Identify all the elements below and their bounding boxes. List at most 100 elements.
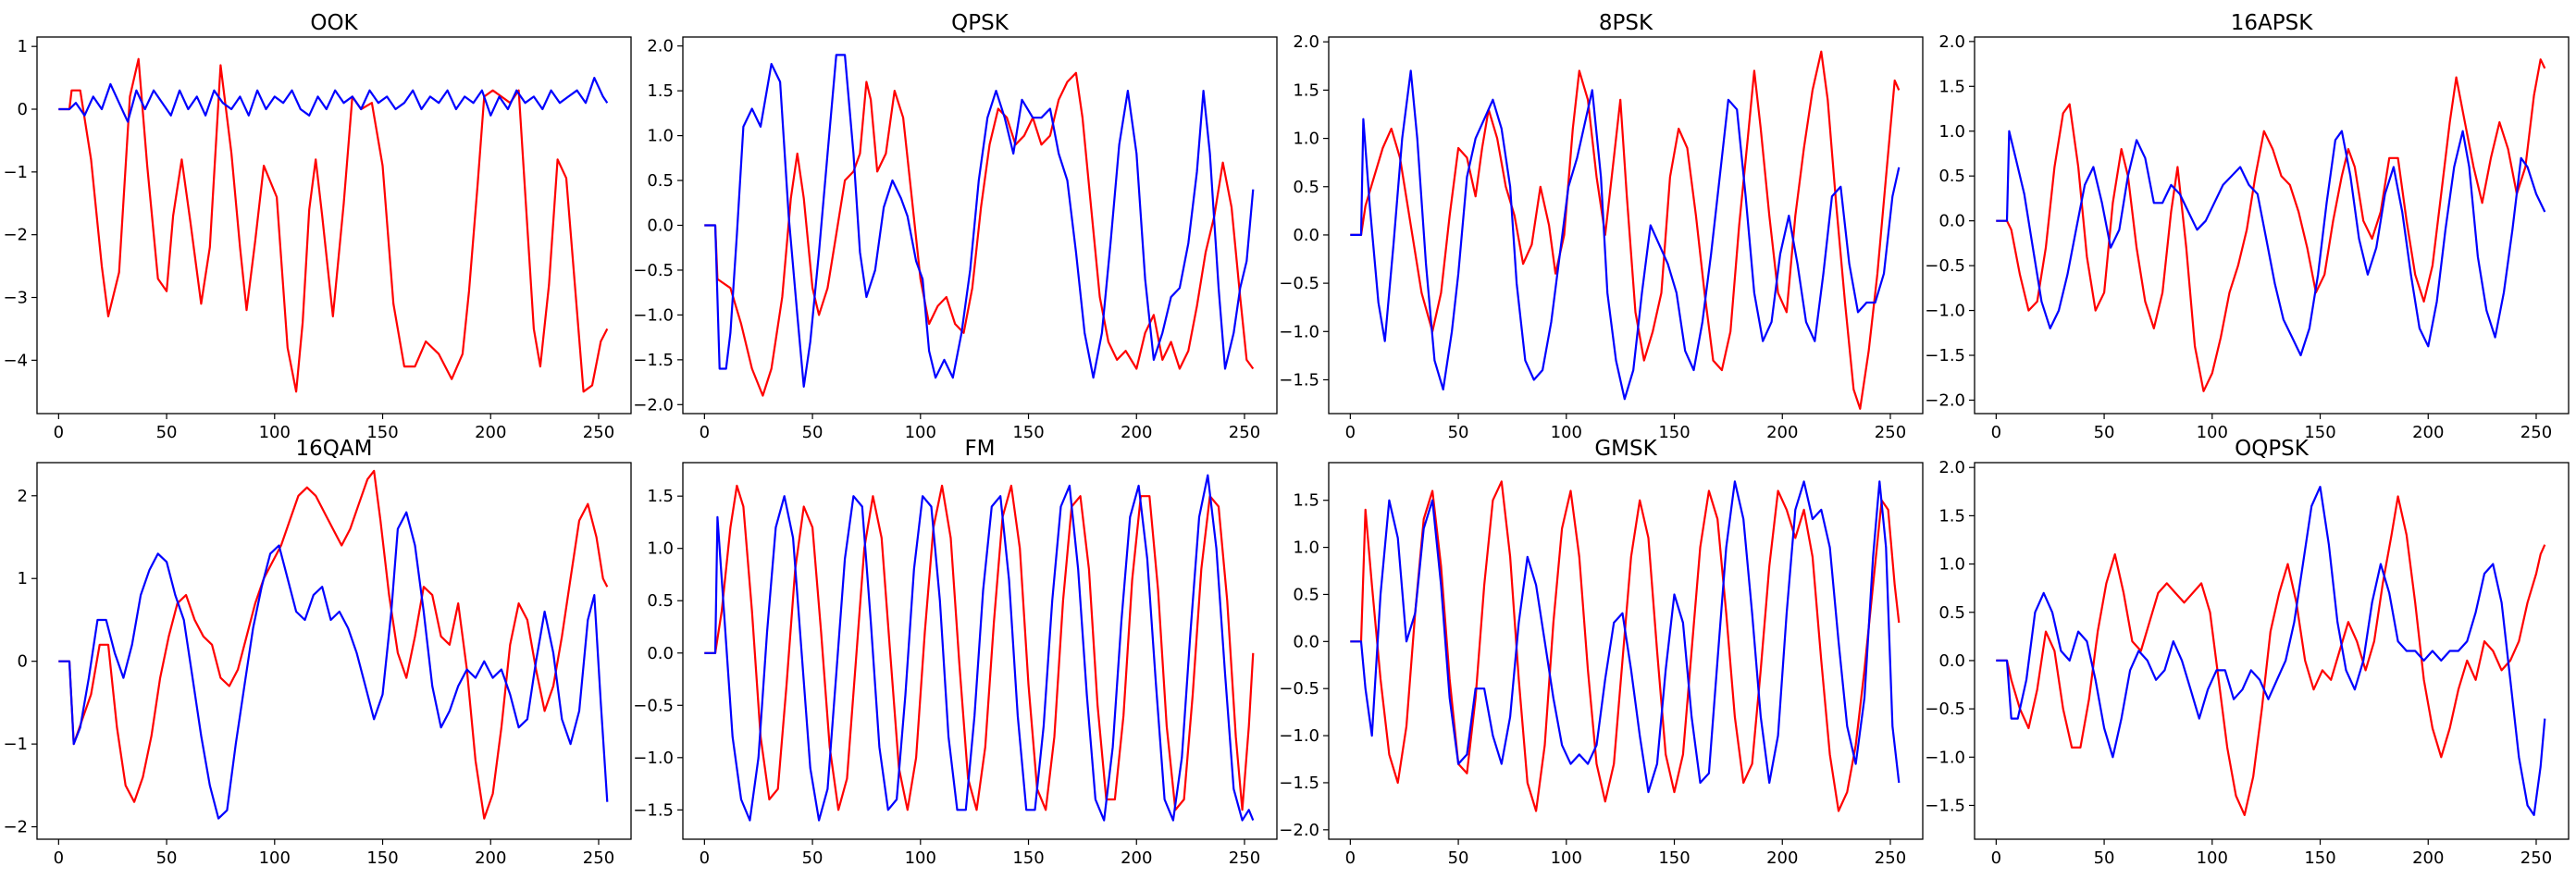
- x-tick-label: 0: [1345, 848, 1356, 868]
- series-line-blue: [58, 77, 609, 123]
- y-tick-label: 1: [18, 569, 28, 588]
- y-tick-label: −2.0: [1279, 821, 1319, 840]
- x-tick-label: 100: [259, 848, 291, 868]
- y-tick-label: −4: [3, 351, 28, 370]
- y-tick-label: 0.5: [1293, 178, 1319, 197]
- plot-frame: [1974, 462, 2570, 840]
- x-tick-label: 150: [1658, 423, 1690, 442]
- x-tick-label: 0: [700, 423, 710, 442]
- x-tick-label: 150: [366, 423, 398, 442]
- x-tick-label: 200: [1766, 423, 1798, 442]
- plot-frame: [36, 462, 632, 840]
- y-tick-label: 1.0: [1293, 130, 1319, 149]
- x-tick-label: 100: [1551, 423, 1582, 442]
- y-tick-label: 0.0: [1938, 651, 1965, 671]
- y-tick-label: 1.0: [1938, 555, 1965, 575]
- series-line-blue: [1350, 69, 1901, 401]
- x-tick-label: 100: [905, 848, 936, 868]
- y-tick-label: −1: [3, 735, 28, 754]
- y-tick-label: 2.0: [1938, 32, 1965, 52]
- series-line-red: [704, 484, 1255, 811]
- y-tick-label: 2.0: [1293, 32, 1319, 52]
- x-tick-label: 50: [156, 848, 178, 868]
- x-tick-label: 200: [1121, 848, 1152, 868]
- x-tick-label: 200: [1766, 848, 1798, 868]
- y-tick-label: −1.0: [1925, 302, 1965, 321]
- y-tick-label: −1.0: [633, 305, 674, 325]
- x-tick-label: 50: [802, 423, 824, 442]
- subplot-gmsk: GMSK 0 50 100 150 200 250 −2.0 −1.5 −1.0 −0.5 0.0 0…: [1279, 437, 1924, 868]
- x-tick-label: 150: [2304, 423, 2335, 442]
- y-tick-label: 1.0: [647, 539, 674, 559]
- y-tick-label: 0.5: [1293, 585, 1319, 604]
- y-tick-label: 0.5: [1938, 603, 1965, 623]
- plot-frame: [36, 36, 632, 415]
- x-tick-label: 50: [802, 848, 824, 868]
- plot-frame: [1328, 462, 1924, 840]
- x-tick-label: 100: [2197, 848, 2228, 868]
- y-tick-label: 0.5: [647, 171, 674, 191]
- y-tick-label: −2.0: [633, 395, 674, 415]
- y-tick-label: −0.5: [633, 261, 674, 280]
- y-tick-label: −2: [3, 818, 28, 837]
- x-tick-label: 250: [1875, 423, 1906, 442]
- y-tick-label: −1.0: [633, 749, 674, 768]
- y-tick-label: 2: [18, 487, 28, 506]
- chart-title: FM: [964, 437, 995, 461]
- x-tick-label: 250: [583, 848, 614, 868]
- y-tick-label: −1.0: [1279, 322, 1319, 341]
- y-tick-label: 0: [18, 652, 28, 672]
- series-line-blue: [1996, 130, 2546, 357]
- x-tick-label: 50: [1448, 848, 1469, 868]
- x-tick-label: 150: [1012, 423, 1044, 442]
- series-line-red: [1996, 495, 2546, 816]
- y-tick-label: 0.0: [1938, 212, 1965, 231]
- x-tick-label: 0: [1345, 423, 1356, 442]
- y-tick-label: 2.0: [1938, 458, 1965, 477]
- y-tick-label: 1.0: [1293, 539, 1319, 558]
- series-line-red: [1996, 58, 2546, 392]
- x-tick-label: 0: [700, 848, 710, 868]
- x-tick-label: 0: [1991, 848, 2001, 868]
- y-tick-label: −1.5: [633, 800, 674, 820]
- chart-title: OQPSK: [2235, 437, 2310, 461]
- x-tick-label: 200: [2412, 848, 2444, 868]
- x-tick-label: 0: [54, 423, 64, 442]
- subplot-ook: OOK 0 50 100 150 200 250 −4 −3 −2 −1 0 1: [3, 11, 632, 442]
- y-tick-label: 1.5: [1938, 506, 1965, 526]
- series-line-blue: [1350, 480, 1901, 794]
- x-tick-label: 0: [1991, 423, 2001, 442]
- y-tick-label: 1.5: [1293, 491, 1319, 511]
- chart-title: 8PSK: [1599, 11, 1653, 35]
- x-tick-label: 250: [1229, 423, 1260, 442]
- x-tick-label: 50: [156, 423, 178, 442]
- x-tick-label: 100: [1551, 848, 1582, 868]
- subplot-8psk: 8PSK 0 50 100 150 200 250 −1.5 −1.0 −0.5 0.0 0.5 1.…: [1279, 11, 1924, 442]
- chart-title: 16QAM: [296, 437, 373, 461]
- x-tick-label: 100: [905, 423, 936, 442]
- x-tick-label: 200: [1121, 423, 1152, 442]
- x-tick-label: 200: [475, 848, 506, 868]
- y-tick-label: −1.0: [1279, 726, 1319, 746]
- subplot-qpsk: QPSK 0 50 100 150 200 250 −2.0 −1.5 −1.0 −0.5 0.0 0…: [633, 11, 1278, 442]
- series-line-red: [704, 71, 1255, 397]
- x-tick-label: 250: [2520, 848, 2552, 868]
- plot-frame: [1974, 36, 2570, 415]
- x-tick-label: 50: [2094, 423, 2115, 442]
- y-tick-label: 1.5: [1293, 80, 1319, 100]
- x-tick-label: 250: [1229, 848, 1260, 868]
- plot-frame: [1328, 36, 1924, 415]
- chart-title: QPSK: [951, 11, 1009, 35]
- y-tick-label: 0.0: [647, 644, 674, 663]
- x-tick-label: 150: [366, 848, 398, 868]
- y-tick-label: −1: [3, 163, 28, 182]
- series-line-blue: [704, 54, 1255, 388]
- y-tick-label: −0.5: [1279, 679, 1319, 699]
- y-tick-label: 1.0: [1938, 122, 1965, 142]
- subplot-16apsk: 16APSK 0 50 100 150 200 250 −2.0 −1.5 −1.0 −0.5 0.…: [1925, 11, 2570, 442]
- y-tick-label: −3: [3, 289, 28, 308]
- y-tick-label: 1.0: [647, 127, 674, 146]
- subplot-16qam: 16QAM 0 50 100 150 200 250 −2 −1 0 1 2: [3, 437, 632, 868]
- y-tick-label: 0.5: [1938, 167, 1965, 186]
